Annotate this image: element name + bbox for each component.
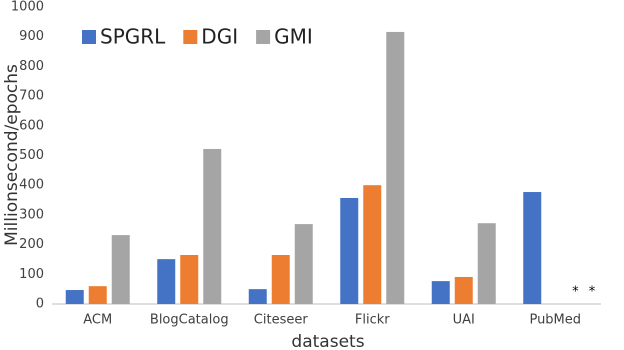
- bar: [203, 148, 222, 304]
- y-tick-label: 0: [36, 297, 44, 312]
- y-tick-label: 1000: [11, 0, 44, 15]
- y-axis-title: Millionsecond/epochs: [2, 64, 22, 246]
- x-tick-label: BlogCatalog: [150, 313, 229, 328]
- y-tick-label: 900: [19, 29, 44, 44]
- bar: [88, 286, 107, 304]
- legend-swatch: [183, 30, 198, 44]
- x-axis-title: datasets: [291, 332, 364, 350]
- y-tick-label: 200: [19, 237, 44, 252]
- bar: [180, 254, 199, 304]
- x-tick-label: Flickr: [355, 313, 390, 328]
- y-tick-label: 700: [19, 89, 44, 104]
- x-tick-label: UAI: [453, 313, 475, 328]
- x-tick-label: Citeseer: [254, 313, 309, 328]
- x-tick-label: ACM: [83, 313, 112, 328]
- legend-text: GMI: [274, 25, 313, 49]
- y-tick-label: 100: [19, 267, 44, 282]
- x-tick-label: PubMed: [529, 313, 581, 328]
- legend-swatch: [82, 30, 96, 44]
- bar: [523, 192, 542, 304]
- bar: [340, 197, 359, 304]
- bar: [363, 185, 382, 304]
- legend-text: SPGRL: [100, 25, 166, 49]
- legend-text: DGI: [201, 25, 238, 49]
- bar: [111, 235, 130, 304]
- y-tick-label: 800: [19, 59, 44, 74]
- y-tick-label: 600: [19, 118, 44, 133]
- bar: [248, 289, 267, 304]
- y-tick-label: 300: [19, 207, 44, 222]
- bar: [157, 259, 176, 304]
- bar: [271, 254, 290, 304]
- bar: [65, 290, 84, 304]
- bar: [477, 223, 496, 304]
- bar: [431, 281, 450, 304]
- annotation: * *: [572, 285, 598, 300]
- bar: [454, 276, 473, 304]
- legend-swatch: [256, 30, 271, 44]
- bar: [386, 31, 405, 305]
- y-tick-label: 400: [19, 178, 44, 193]
- bar: [294, 224, 313, 304]
- y-tick-label: 500: [19, 148, 44, 163]
